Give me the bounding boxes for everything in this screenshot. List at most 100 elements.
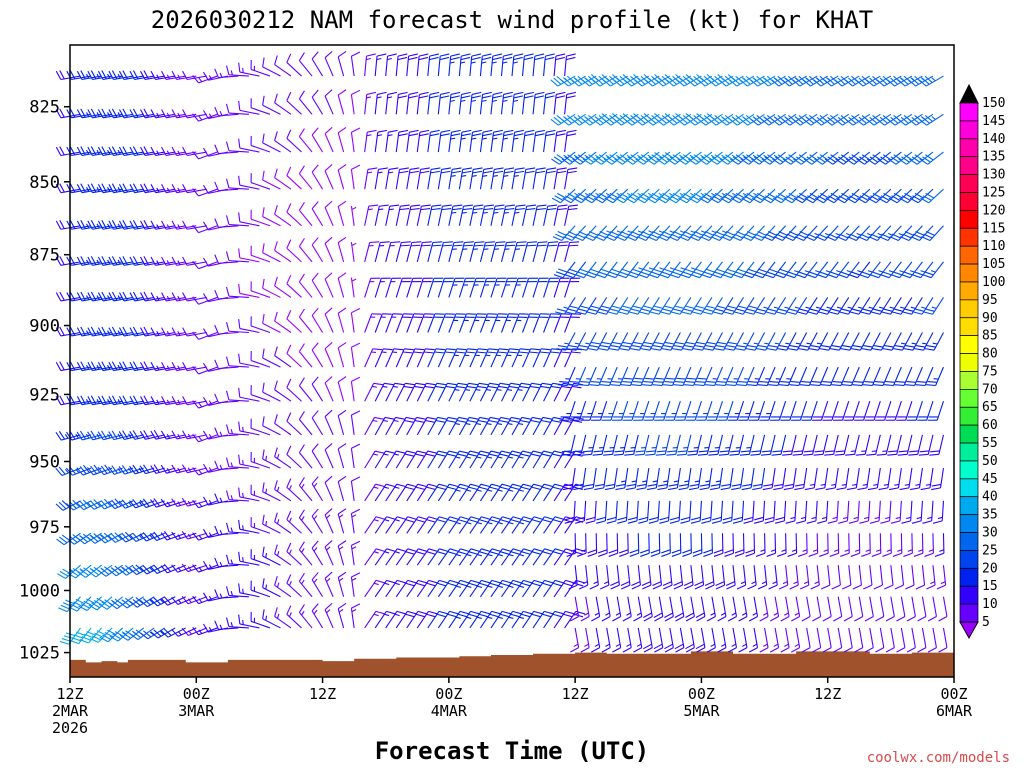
colorbar-segment bbox=[959, 174, 979, 193]
wind-barb bbox=[337, 376, 347, 402]
wind-barb bbox=[592, 434, 608, 456]
wind-barb bbox=[522, 313, 540, 333]
wind-barb bbox=[262, 207, 281, 227]
wind-barb bbox=[785, 500, 797, 524]
wind-barb bbox=[543, 277, 560, 298]
wind-barb bbox=[799, 565, 810, 590]
wind-barb bbox=[522, 516, 544, 534]
wind-barb bbox=[337, 409, 347, 436]
wind-barb bbox=[500, 129, 514, 153]
colorbar-label: 5 bbox=[982, 615, 990, 630]
wind-barb bbox=[406, 277, 423, 298]
wind-barb bbox=[657, 188, 681, 204]
wind-barb bbox=[458, 516, 480, 534]
wind-barb bbox=[703, 332, 723, 351]
wind-barb bbox=[286, 239, 302, 263]
wind-barb bbox=[385, 167, 399, 190]
y-tick-label: 1025 bbox=[19, 644, 60, 664]
wind-barb bbox=[350, 603, 361, 629]
wind-barb bbox=[673, 366, 692, 387]
wind-barb bbox=[262, 416, 281, 436]
wind-barb bbox=[522, 450, 543, 469]
wind-barb bbox=[374, 382, 394, 402]
wind-barb bbox=[918, 75, 944, 87]
wind-barb bbox=[734, 533, 745, 557]
wind-barb bbox=[238, 454, 260, 469]
colorbar-segment bbox=[959, 371, 979, 390]
wind-barb bbox=[182, 109, 207, 119]
wind-barb bbox=[766, 533, 777, 557]
wind-barb bbox=[694, 366, 713, 387]
colorbar-segment bbox=[959, 156, 979, 175]
wind-barb bbox=[820, 366, 839, 387]
wind-barb bbox=[490, 167, 504, 190]
wind-barb bbox=[797, 533, 808, 557]
wind-barb bbox=[364, 483, 385, 502]
wind-barb bbox=[214, 460, 239, 471]
wind-barb bbox=[511, 450, 532, 469]
wind-barb bbox=[469, 450, 490, 469]
wind-barb bbox=[766, 332, 787, 351]
colorbar-segment bbox=[959, 263, 979, 283]
wind-barb bbox=[901, 261, 923, 279]
wind-barb bbox=[780, 627, 790, 653]
wind-barb bbox=[614, 151, 639, 165]
wind-barb bbox=[556, 332, 576, 351]
wind-barb bbox=[882, 332, 902, 351]
wind-barb bbox=[551, 188, 576, 204]
wind-barb bbox=[286, 53, 302, 77]
wind-barb bbox=[885, 401, 902, 421]
wind-barb bbox=[458, 241, 474, 262]
wind-barb bbox=[876, 75, 902, 87]
wind-barb bbox=[695, 627, 706, 653]
wind-barb bbox=[118, 465, 144, 475]
wind-barb bbox=[831, 366, 850, 387]
wind-barb bbox=[553, 610, 575, 629]
wind-barb bbox=[920, 468, 934, 491]
wind-barb bbox=[324, 540, 334, 566]
wind-barb bbox=[553, 579, 575, 598]
wind-barb bbox=[715, 366, 734, 387]
wind-barb bbox=[713, 533, 724, 557]
wind-barb bbox=[905, 565, 915, 590]
wind-barb bbox=[768, 565, 778, 590]
wind-barb bbox=[298, 308, 313, 333]
wind-barb bbox=[311, 572, 324, 598]
wind-barb bbox=[385, 516, 407, 534]
wind-barb bbox=[238, 487, 260, 502]
wind-barb bbox=[610, 565, 620, 590]
wind-barb bbox=[521, 204, 537, 226]
wind-barb bbox=[274, 241, 292, 263]
wind-barb bbox=[782, 434, 797, 456]
wind-barb bbox=[843, 627, 853, 653]
wind-barb bbox=[601, 627, 611, 653]
wind-barb bbox=[182, 220, 207, 230]
wind-barb bbox=[873, 366, 892, 387]
wind-barb bbox=[791, 596, 801, 622]
wind-barb bbox=[225, 286, 249, 298]
wind-barb bbox=[511, 516, 533, 534]
wind-barb bbox=[543, 167, 557, 190]
wind-barb bbox=[395, 241, 411, 262]
wind-barb bbox=[262, 546, 281, 566]
wind-barb bbox=[364, 348, 383, 368]
wind-barb bbox=[448, 129, 461, 153]
wind-barb bbox=[416, 313, 434, 333]
wind-barb bbox=[298, 343, 313, 368]
wind-barb bbox=[406, 313, 424, 333]
wind-barb bbox=[920, 188, 944, 204]
wind-barb bbox=[553, 53, 566, 77]
wind-barb bbox=[374, 516, 396, 534]
wind-barb bbox=[532, 348, 551, 368]
wind-barb bbox=[469, 348, 488, 368]
wind-barb bbox=[652, 565, 663, 590]
wind-barb bbox=[225, 65, 249, 77]
colorbar-segment bbox=[959, 353, 979, 372]
wind-barb bbox=[890, 500, 902, 524]
colorbar-segment bbox=[959, 138, 979, 158]
wind-barb bbox=[416, 53, 429, 77]
wind-barb bbox=[808, 533, 819, 557]
wind-barb bbox=[139, 464, 165, 475]
wind-barb bbox=[752, 468, 766, 491]
wind-barb bbox=[906, 627, 916, 653]
